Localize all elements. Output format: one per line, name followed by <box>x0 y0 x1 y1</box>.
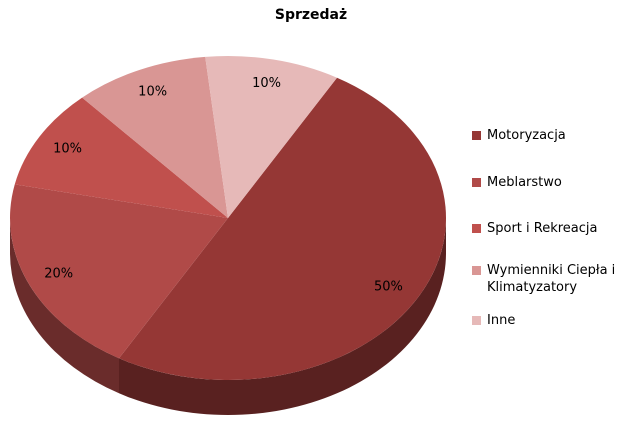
legend-label: Wymienniki Ciepła i Klimatyzatory <box>487 263 616 295</box>
pie-slice <box>119 77 446 380</box>
legend-label: Motoryzacja <box>487 128 566 143</box>
legend-label: Meblarstwo <box>487 175 562 190</box>
legend-swatch <box>472 224 481 233</box>
data-label: 10% <box>138 85 167 100</box>
legend-item: Motoryzacja <box>472 127 622 144</box>
pie-slice <box>82 56 229 218</box>
legend-label: Sport i Rekreacja <box>487 221 598 236</box>
legend-item: Wymienniki Ciepła i Klimatyzatory <box>472 262 622 296</box>
legend-swatch <box>472 178 481 187</box>
pie-slice-side <box>119 218 446 415</box>
data-label: 20% <box>44 267 73 282</box>
data-label: 50% <box>374 279 403 294</box>
pie-slice <box>9 184 228 359</box>
legend-swatch <box>472 266 481 275</box>
legend-label: Inne <box>487 313 516 328</box>
legend-item: Meblarstwo <box>472 174 622 191</box>
legend-item: Sport i Rekreacja <box>472 220 622 237</box>
pie-slice <box>205 56 337 218</box>
pie-slice-side <box>10 218 119 394</box>
chart-title: Sprzedaż <box>275 7 347 23</box>
data-label: 10% <box>252 76 281 91</box>
pie-slice <box>14 97 228 218</box>
legend-swatch <box>472 131 481 140</box>
legend-swatch <box>472 316 481 325</box>
data-label: 10% <box>53 142 82 157</box>
legend-item: Inne <box>472 312 622 329</box>
